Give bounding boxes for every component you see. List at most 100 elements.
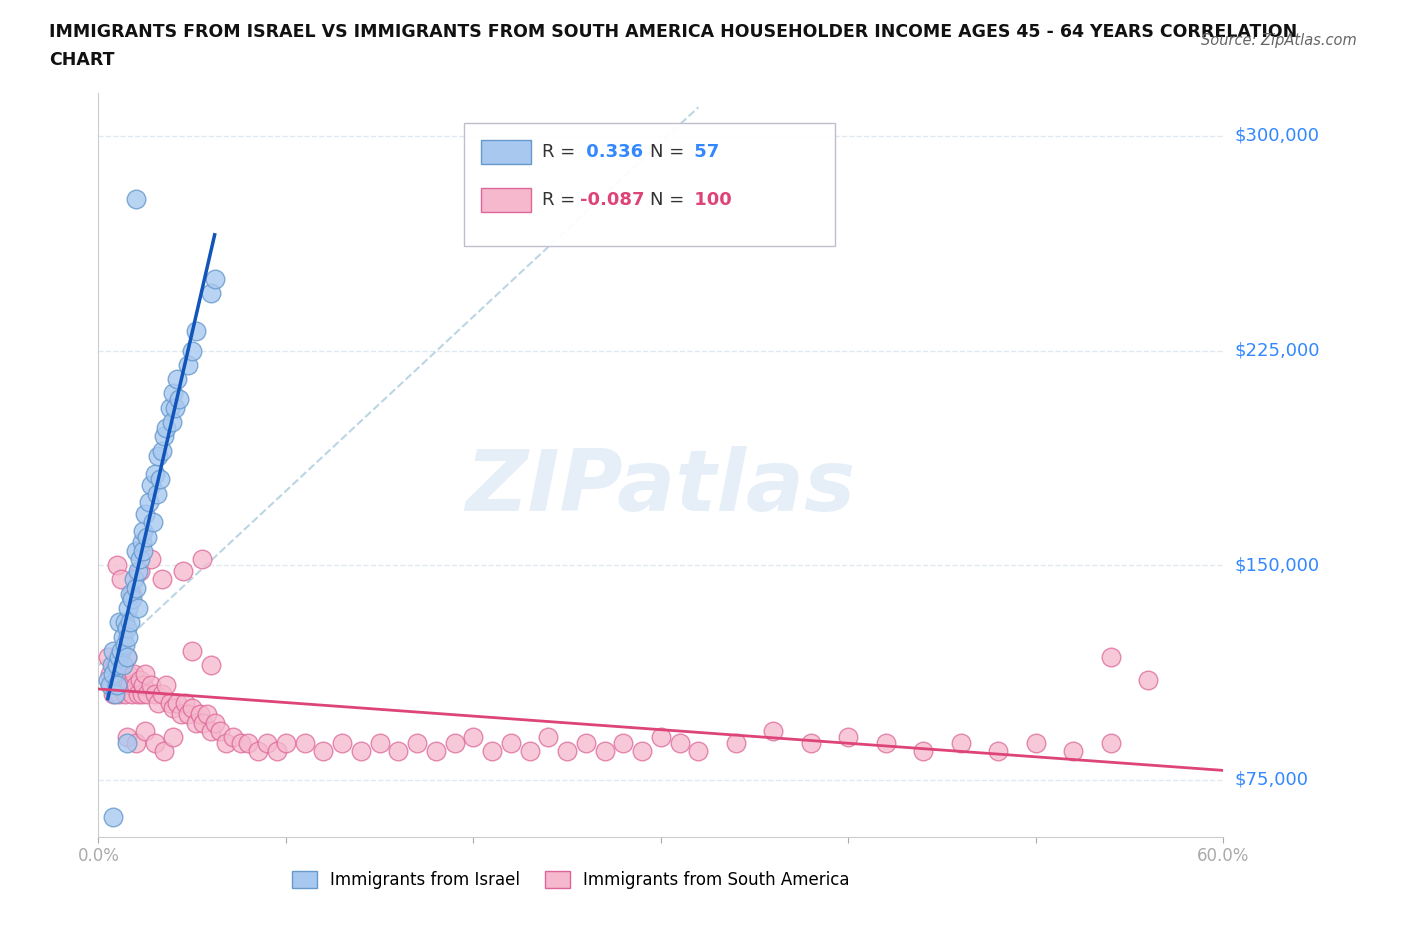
Point: [138, 495, 160, 510]
Point: [181, 644, 204, 658]
Point: [114, 615, 136, 630]
Point: [127, 686, 149, 701]
Point: [215, 735, 238, 750]
Point: [167, 392, 190, 406]
Point: [162, 386, 184, 401]
Point: [149, 472, 172, 486]
Text: 0.336: 0.336: [579, 143, 643, 161]
Point: [499, 735, 522, 750]
Point: [136, 529, 159, 544]
Point: [139, 552, 162, 567]
Point: [650, 729, 672, 744]
Point: [200, 286, 222, 300]
Point: [1137, 672, 1160, 687]
Text: 100: 100: [688, 192, 731, 209]
Point: [1099, 649, 1122, 664]
Text: -0.087: -0.087: [579, 192, 644, 209]
Point: [200, 724, 222, 738]
Point: [875, 735, 897, 750]
Point: [387, 744, 409, 759]
Text: R =: R =: [541, 143, 575, 161]
Point: [115, 735, 138, 750]
Point: [131, 686, 153, 701]
Point: [145, 486, 167, 501]
Point: [111, 630, 134, 644]
Point: [837, 729, 859, 744]
Point: [166, 695, 188, 710]
Point: [200, 658, 222, 672]
Point: [114, 686, 136, 701]
Point: [177, 707, 200, 722]
Point: [125, 678, 148, 693]
Text: IMMIGRANTS FROM ISRAEL VS IMMIGRANTS FROM SOUTH AMERICA HOUSEHOLDER INCOME AGES : IMMIGRANTS FROM ISRAEL VS IMMIGRANTS FRO…: [49, 23, 1298, 41]
Point: [593, 744, 616, 759]
Point: [246, 744, 269, 759]
Point: [108, 649, 131, 664]
Point: [153, 744, 176, 759]
Point: [1025, 735, 1047, 750]
Point: [128, 552, 150, 567]
Point: [537, 729, 560, 744]
Point: [949, 735, 972, 750]
FancyBboxPatch shape: [481, 140, 531, 164]
Point: [160, 415, 183, 430]
Point: [425, 744, 447, 759]
Point: [159, 400, 181, 415]
Point: [195, 707, 218, 722]
Point: [166, 372, 188, 387]
Point: [555, 744, 578, 759]
FancyBboxPatch shape: [464, 123, 835, 246]
Point: [150, 572, 173, 587]
Point: [110, 667, 132, 682]
Point: [238, 735, 260, 750]
Point: [120, 678, 142, 693]
Point: [103, 667, 125, 682]
Point: [120, 615, 142, 630]
Point: [121, 586, 143, 601]
Point: [132, 543, 155, 558]
Point: [143, 735, 166, 750]
Point: [125, 543, 148, 558]
Point: [103, 686, 125, 701]
Point: [125, 735, 148, 750]
Point: [170, 707, 193, 722]
Point: [173, 695, 195, 710]
Point: [1099, 735, 1122, 750]
Point: [115, 649, 138, 664]
Point: [368, 735, 391, 750]
Point: [132, 678, 155, 693]
Point: [519, 744, 541, 759]
Point: [121, 592, 143, 607]
Point: [184, 715, 207, 730]
Text: $225,000: $225,000: [1234, 341, 1320, 360]
Point: [117, 601, 139, 616]
Point: [150, 444, 173, 458]
Point: [266, 744, 288, 759]
Point: [127, 601, 149, 616]
Point: [128, 564, 150, 578]
Point: [117, 667, 139, 682]
Point: [209, 724, 232, 738]
Point: [188, 707, 211, 722]
Point: [193, 715, 215, 730]
Point: [1062, 744, 1084, 759]
Point: [612, 735, 634, 750]
Point: [108, 686, 131, 701]
Point: [134, 506, 156, 521]
Point: [132, 524, 155, 538]
Point: [125, 580, 148, 595]
Point: [127, 564, 149, 578]
Point: [443, 735, 465, 750]
Point: [117, 630, 139, 644]
Point: [121, 686, 143, 701]
Point: [128, 672, 150, 687]
Point: [122, 667, 145, 682]
Point: [724, 735, 747, 750]
Text: $150,000: $150,000: [1234, 556, 1319, 574]
Point: [162, 729, 184, 744]
Point: [100, 678, 122, 693]
Point: [105, 672, 128, 687]
Point: [100, 658, 122, 672]
Point: [204, 272, 226, 286]
Text: Source: ZipAtlas.com: Source: ZipAtlas.com: [1201, 33, 1357, 47]
